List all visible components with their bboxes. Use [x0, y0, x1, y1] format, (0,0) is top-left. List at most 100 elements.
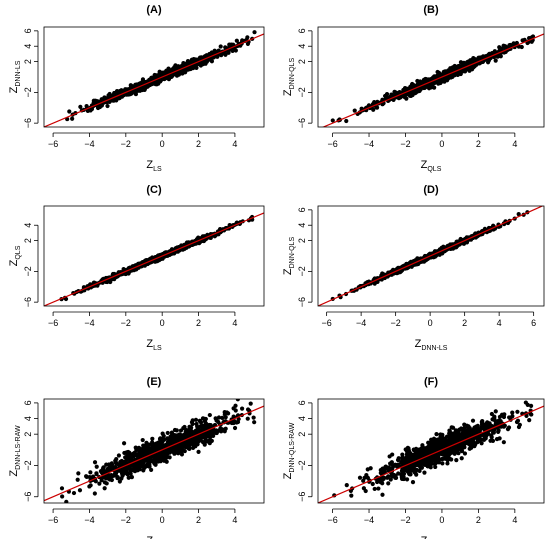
scatter-point	[196, 449, 201, 454]
x-tick-label: −2	[121, 515, 131, 525]
x-tick-label: 4	[497, 318, 502, 328]
scatter-point	[371, 107, 376, 112]
scatter-point	[436, 79, 441, 85]
scatter-point	[170, 73, 175, 78]
scatter-point	[220, 427, 225, 432]
scatter-point	[153, 447, 158, 452]
scatter-point	[202, 424, 207, 429]
scatter-point	[186, 240, 191, 245]
scatter-point	[503, 45, 508, 51]
scatter-point	[102, 486, 107, 491]
scatter-point	[59, 486, 65, 491]
scatter-point	[71, 490, 77, 496]
scatter-point	[164, 459, 169, 464]
panel-title: (A)	[146, 4, 162, 16]
scatter-point	[87, 474, 92, 480]
scatter-point	[146, 442, 152, 447]
scatter-point	[152, 461, 157, 466]
x-tick-label: −4	[84, 139, 94, 149]
scatter-point	[91, 98, 96, 103]
y-tick-label: 6	[23, 28, 33, 33]
scatter-point	[497, 53, 502, 58]
x-axis-label: ZLS	[146, 159, 162, 173]
plot-frame	[317, 26, 545, 128]
scatter-point	[200, 416, 206, 421]
scatter-point	[160, 431, 165, 436]
scatter-point	[232, 425, 238, 431]
scatter-point	[370, 481, 375, 487]
scatter-point	[226, 411, 231, 416]
y-tick-label: 2	[297, 238, 307, 243]
scatter-point	[177, 435, 182, 440]
scatter-point	[130, 90, 135, 95]
reference-line	[44, 405, 264, 502]
scatter-point	[454, 458, 459, 463]
y-axis-label: ZQLS	[8, 245, 22, 266]
scatter-point	[404, 96, 409, 101]
scatter-point	[216, 415, 222, 420]
panel-title: (B)	[423, 4, 439, 16]
scatter-point	[197, 427, 202, 432]
x-tick-label: −2	[400, 139, 410, 149]
scatter-point	[144, 458, 150, 463]
scatter-point	[126, 475, 131, 480]
x-axis-label: ZLS	[146, 338, 162, 352]
scatter-point	[344, 118, 349, 124]
scatter-point	[386, 481, 391, 486]
scatter-point	[359, 106, 364, 111]
scatter-point	[193, 444, 198, 449]
scatter-point	[349, 493, 354, 498]
scatter-point	[78, 104, 83, 109]
scatter-point	[465, 60, 470, 65]
scatter-point	[132, 468, 137, 473]
scatter-point	[77, 488, 83, 493]
scatter-point	[234, 38, 239, 43]
x-tick-label: −2	[121, 318, 131, 328]
scatter-point	[147, 450, 152, 455]
scatter-point	[193, 417, 199, 422]
scatter-point	[158, 436, 163, 441]
x-tick-label: −4	[84, 515, 94, 525]
scatter-point	[88, 470, 93, 475]
scatter-point	[179, 452, 185, 457]
scatter-point	[63, 296, 69, 302]
scatter-point	[121, 471, 126, 476]
scatter-point	[60, 494, 65, 499]
scatter-point	[245, 35, 250, 40]
scatter-point	[67, 109, 72, 114]
y-tick-label: 4	[23, 44, 33, 49]
x-tick-label: −4	[364, 139, 374, 149]
scatter-point	[462, 451, 468, 456]
x-tick-label: 0	[160, 139, 165, 149]
scatter-point	[461, 241, 467, 246]
scatter-point	[170, 448, 175, 454]
scatter-point	[380, 97, 385, 102]
y-tick-label: 2	[23, 59, 33, 64]
scatter-point	[105, 103, 110, 109]
plot-frame	[43, 205, 265, 307]
x-tick-label: −6	[48, 318, 58, 328]
scatter-point	[87, 484, 92, 489]
scatter-point	[197, 434, 202, 439]
scatter-point	[112, 472, 117, 477]
scatter-point	[76, 471, 81, 476]
x-tick-label: 6	[531, 318, 536, 328]
scatter-point	[380, 271, 385, 276]
scatter-point	[191, 430, 197, 435]
plot-frame	[317, 205, 545, 307]
scatter-point	[150, 454, 155, 459]
scatter-point	[213, 416, 218, 421]
scatter-point	[190, 418, 195, 423]
scatter-point	[150, 436, 155, 441]
scatter-point	[149, 467, 154, 472]
scatter-point	[167, 455, 172, 460]
scatter-point	[93, 479, 98, 484]
x-tick-label: 4	[232, 318, 237, 328]
y-axis-label: ZDNN-LS	[8, 60, 22, 93]
scatter-point	[435, 74, 440, 79]
x-tick-label: −6	[321, 318, 331, 328]
scatter-point	[102, 480, 107, 485]
